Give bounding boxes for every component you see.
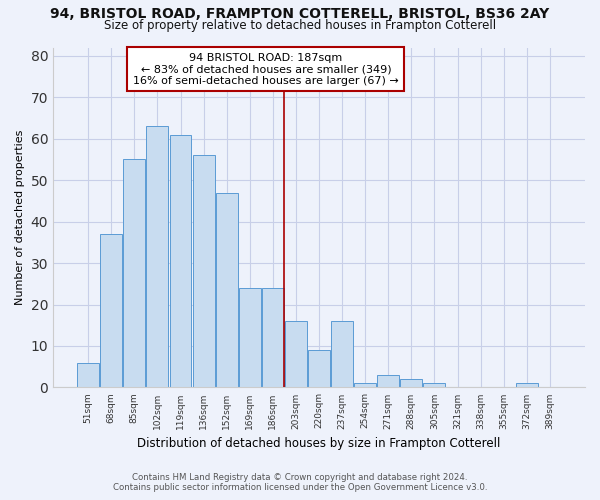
Y-axis label: Number of detached properties: Number of detached properties	[15, 130, 25, 305]
Bar	[216, 192, 238, 388]
X-axis label: Distribution of detached houses by size in Frampton Cotterell: Distribution of detached houses by size …	[137, 437, 501, 450]
Bar	[124, 160, 145, 388]
Text: 94 BRISTOL ROAD: 187sqm
← 83% of detached houses are smaller (349)
16% of semi-d: 94 BRISTOL ROAD: 187sqm ← 83% of detache…	[133, 52, 399, 86]
Bar	[424, 384, 445, 388]
Bar	[308, 350, 330, 388]
Bar	[400, 379, 422, 388]
Bar	[262, 288, 284, 388]
Text: Contains HM Land Registry data © Crown copyright and database right 2024.
Contai: Contains HM Land Registry data © Crown c…	[113, 473, 487, 492]
Bar	[331, 321, 353, 388]
Bar	[170, 134, 191, 388]
Bar	[193, 156, 215, 388]
Bar	[146, 126, 169, 388]
Bar	[377, 375, 399, 388]
Text: Size of property relative to detached houses in Frampton Cotterell: Size of property relative to detached ho…	[104, 18, 496, 32]
Bar	[239, 288, 261, 388]
Bar	[354, 384, 376, 388]
Bar	[516, 384, 538, 388]
Bar	[77, 362, 99, 388]
Bar	[100, 234, 122, 388]
Text: 94, BRISTOL ROAD, FRAMPTON COTTERELL, BRISTOL, BS36 2AY: 94, BRISTOL ROAD, FRAMPTON COTTERELL, BR…	[50, 8, 550, 22]
Bar	[285, 321, 307, 388]
